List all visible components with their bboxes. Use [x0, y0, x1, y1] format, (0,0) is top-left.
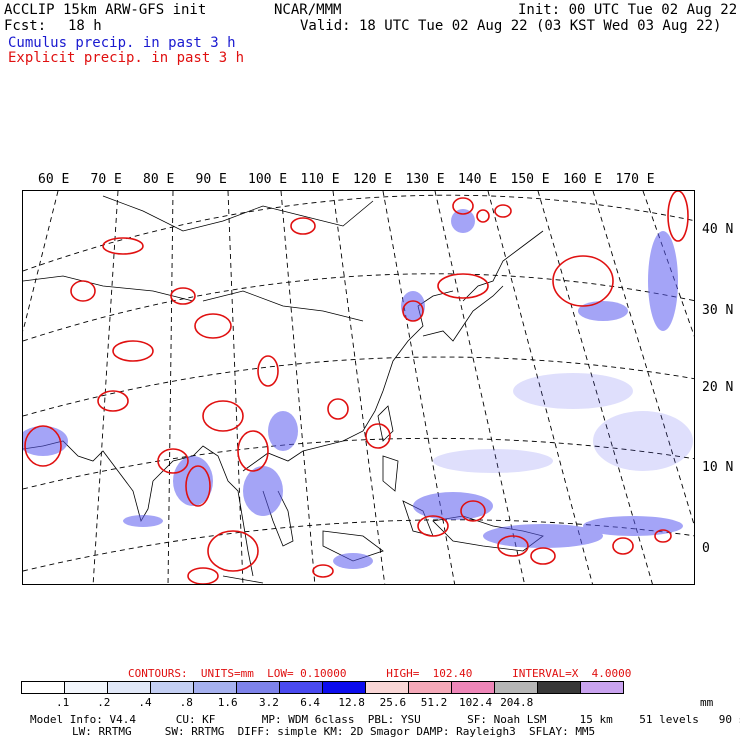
center-label: NCAR/MMM — [274, 2, 342, 18]
legend-tick: 25.6 — [379, 696, 407, 709]
legend-tick: 51.2 — [420, 696, 448, 709]
model-info-line1: Model Info: V4.4 CU: KF MP: WDM 6class P… — [30, 713, 740, 726]
legend-swatch — [537, 681, 581, 694]
model-title: ACCLIP 15km ARW-GFS init — [4, 2, 207, 18]
longitude-label: 100 E — [248, 172, 288, 187]
cumulus-label: Cumulus precip. in past 3 h — [8, 35, 236, 51]
legend-swatch — [279, 681, 323, 694]
longitude-label: 80 E — [143, 172, 175, 187]
latitude-label: 30 N — [702, 303, 734, 318]
legend-swatch — [150, 681, 194, 694]
latitude-label: 40 N — [702, 222, 734, 237]
latitude-label: 0 — [702, 541, 710, 556]
cumulus-precip — [23, 209, 693, 569]
model-info-line2: LW: RRTMG SW: RRTMG DIFF: simple KM: 2D … — [72, 725, 596, 738]
map-canvas — [23, 191, 694, 584]
legend-swatch — [365, 681, 409, 694]
legend-swatch — [322, 681, 366, 694]
legend-swatch — [64, 681, 108, 694]
longitude-label: 90 E — [195, 172, 227, 187]
legend-tick: 3.2 — [259, 696, 279, 709]
legend-swatch — [451, 681, 495, 694]
legend-tick: 204.8 — [500, 696, 534, 709]
legend-tick: 12.8 — [338, 696, 365, 709]
legend-swatch — [494, 681, 538, 694]
legend-tick: .2 — [97, 696, 111, 709]
init-time: Init: 00 UTC Tue 02 Aug 22 — [518, 2, 738, 18]
latitude-label: 20 N — [702, 380, 734, 395]
forecast-hour: 18 h — [68, 18, 102, 34]
longitude-label: 120 E — [353, 172, 393, 187]
legend-tick: 102.4 — [459, 696, 493, 709]
precip-map — [22, 190, 695, 585]
explicit-precip — [24, 191, 689, 584]
legend-swatch — [193, 681, 237, 694]
longitude-label: 150 E — [510, 172, 550, 187]
legend-tick: .4 — [138, 696, 152, 709]
valid-time: Valid: 18 UTC Tue 02 Aug 22 (03 KST Wed … — [300, 18, 722, 34]
coastlines — [23, 195, 544, 584]
legend-tick: 6.4 — [300, 696, 321, 709]
legend-swatch — [236, 681, 280, 694]
forecast-label: Fcst: — [4, 18, 47, 34]
legend-tick: 1.6 — [217, 696, 238, 709]
legend-colorbar — [21, 681, 624, 694]
legend-swatch — [408, 681, 452, 694]
latitude-label: 10 N — [702, 460, 734, 475]
longitude-label: 60 E — [38, 172, 70, 187]
legend-tick: .8 — [179, 696, 193, 709]
legend-tick: .1 — [56, 696, 70, 709]
longitude-label: 160 E — [563, 172, 603, 187]
contour-info: CONTOURS: UNITS=mm LOW= 0.10000 HIGH= 10… — [128, 667, 632, 680]
explicit-label: Explicit precip. in past 3 h — [8, 50, 245, 66]
longitude-label: 110 E — [300, 172, 340, 187]
longitude-label: 130 E — [405, 172, 445, 187]
legend-swatch — [580, 681, 624, 694]
legend-units: mm — [700, 696, 714, 709]
longitude-label: 70 E — [90, 172, 122, 187]
legend-swatch — [21, 681, 65, 694]
legend-swatch — [107, 681, 151, 694]
longitude-label: 140 E — [458, 172, 498, 187]
longitude-label: 170 E — [615, 172, 655, 187]
